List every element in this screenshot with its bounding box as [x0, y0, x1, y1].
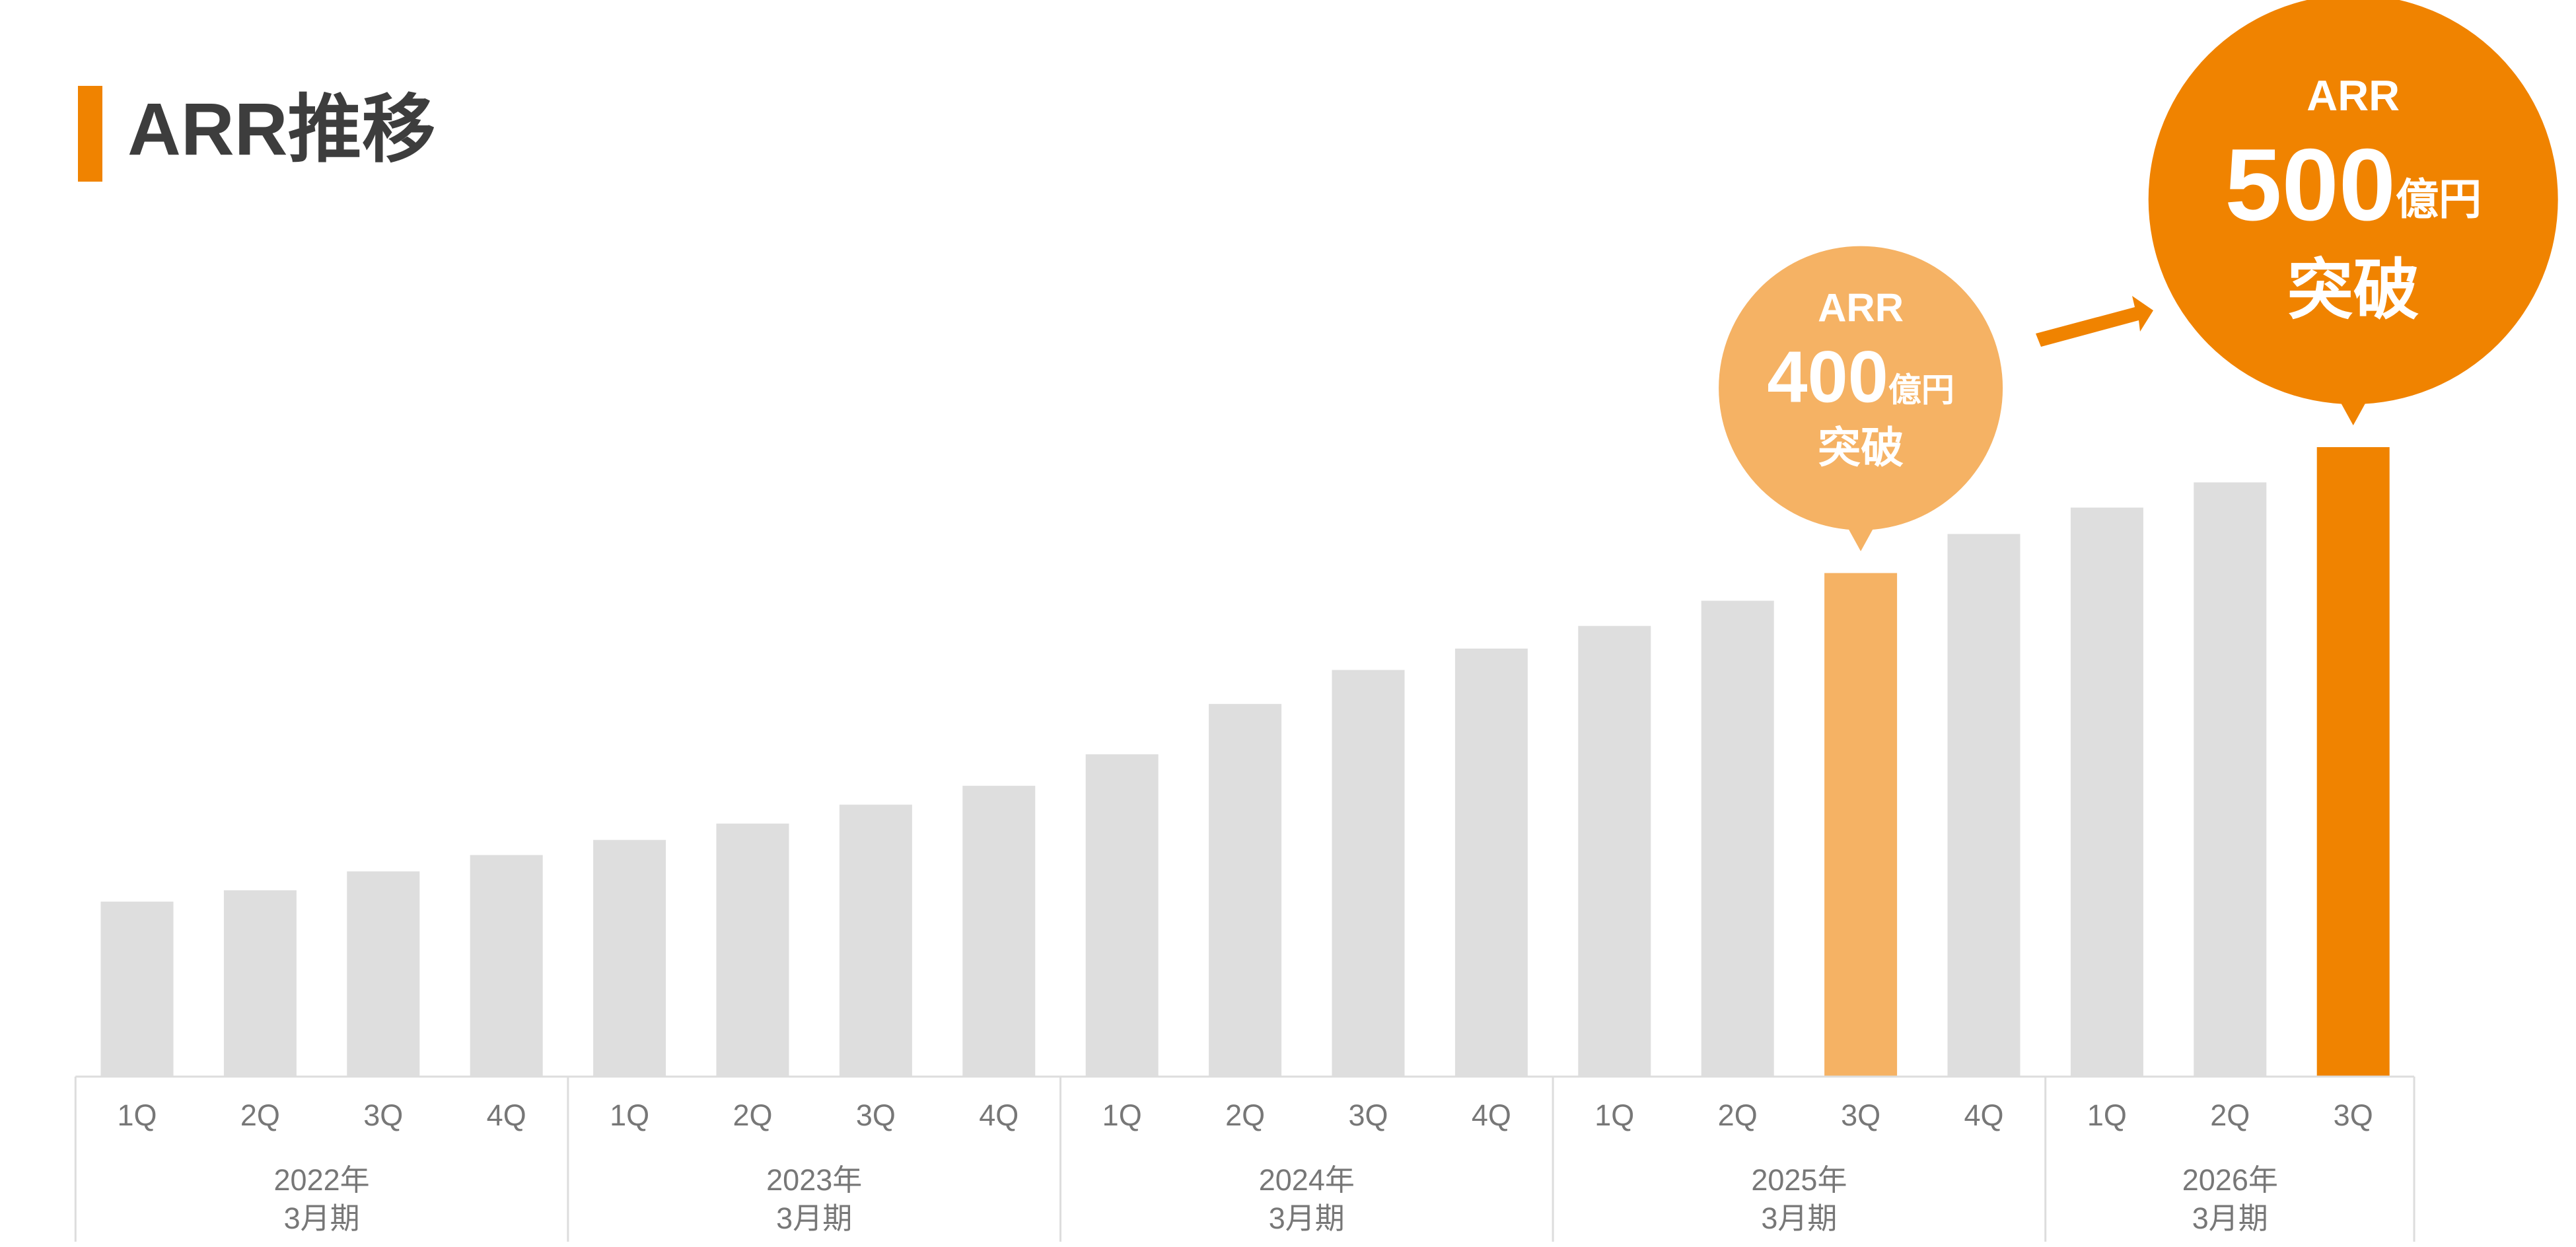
x-tick-label: 2Q [1225, 1098, 1265, 1132]
x-tick-label: 2Q [2210, 1098, 2250, 1132]
bar [1209, 703, 1282, 1077]
bar [1454, 648, 1528, 1077]
bar [347, 871, 420, 1077]
bar [223, 890, 297, 1077]
x-tick-label: 3Q [2334, 1098, 2373, 1132]
bar [1332, 670, 1405, 1077]
x-tick-label: 4Q [487, 1098, 526, 1132]
x-tick-label: 3Q [856, 1098, 896, 1132]
bar [100, 902, 174, 1077]
callout-unit: 億円 [2396, 175, 2482, 223]
x-tick-label: 2Q [1718, 1098, 1758, 1132]
x-tick-label: 1Q [2087, 1098, 2127, 1132]
title-accent [78, 86, 102, 182]
x-tick-label: 3Q [1841, 1098, 1880, 1132]
bar [1701, 600, 1774, 1077]
bar [1824, 573, 1898, 1077]
x-tick-label: 1Q [1594, 1098, 1634, 1132]
x-tick-label: 2Q [733, 1098, 772, 1132]
callout-tail [2338, 399, 2368, 425]
group-label: 2023年 [766, 1163, 862, 1197]
bar [716, 823, 789, 1077]
callout-tail [1846, 524, 1876, 552]
x-tick-label: 1Q [610, 1098, 649, 1132]
group-sublabel: 3月期 [2192, 1201, 2268, 1235]
group-label: 2024年 [1259, 1163, 1355, 1197]
callout-suffix: 突破 [2287, 253, 2419, 327]
bar [1578, 625, 1651, 1077]
x-tick-label: 2Q [240, 1098, 280, 1132]
bar [593, 839, 666, 1077]
callout-number: 500 [2225, 127, 2396, 242]
x-tick-label: 4Q [1472, 1098, 1511, 1132]
x-tick-label: 3Q [1348, 1098, 1388, 1132]
x-tick-label: 1Q [117, 1098, 157, 1132]
bar [962, 785, 1036, 1077]
callout-amount: 500億円 [2225, 127, 2482, 242]
callout-bubble [2148, 0, 2558, 404]
group-label: 2026年 [2182, 1163, 2278, 1197]
group-sublabel: 3月期 [776, 1201, 852, 1235]
bar [2070, 507, 2143, 1077]
x-tick-label: 4Q [979, 1098, 1019, 1132]
group-label: 2025年 [1751, 1163, 1847, 1197]
callout-unit: 億円 [1888, 372, 1954, 409]
arrow [2036, 296, 2153, 347]
chart-title: ARR推移 [127, 89, 436, 171]
x-tick-label: 4Q [1964, 1098, 2003, 1132]
callout-number: 400 [1767, 337, 1888, 418]
bar [839, 804, 912, 1077]
bar [2194, 482, 2267, 1077]
x-tick-label: 3Q [363, 1098, 403, 1132]
bar [1085, 754, 1159, 1077]
callout-label: ARR [2307, 71, 2400, 120]
callout-label: ARR [1818, 285, 1904, 330]
bar [2316, 447, 2390, 1077]
group-label: 2022年 [274, 1163, 370, 1197]
callout-amount: 400億円 [1767, 337, 1954, 418]
group-sublabel: 3月期 [1761, 1201, 1837, 1235]
x-tick-label: 1Q [1102, 1098, 1142, 1132]
callout-bubble [1719, 246, 2003, 530]
callout-suffix: 突破 [1818, 423, 1904, 472]
group-sublabel: 3月期 [284, 1201, 360, 1235]
group-sublabel: 3月期 [1269, 1201, 1345, 1235]
bar [1947, 534, 2021, 1077]
bar [470, 855, 543, 1077]
